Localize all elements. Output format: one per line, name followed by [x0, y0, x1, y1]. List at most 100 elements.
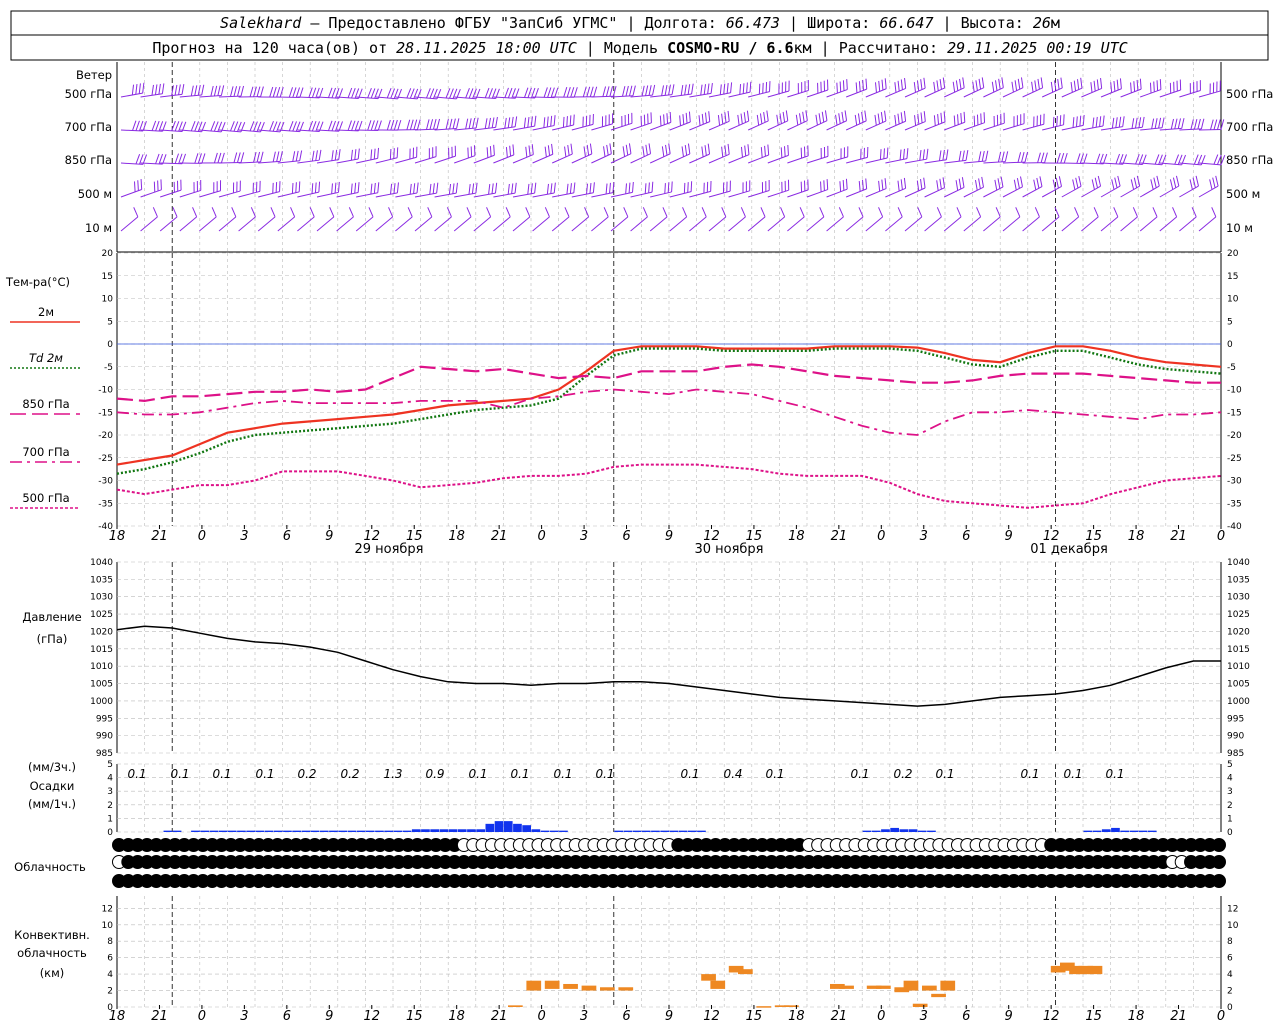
wind-barb-feather	[570, 87, 575, 98]
wind-barb-feather	[688, 111, 691, 123]
wind-barb-feather	[1031, 81, 1034, 93]
wind-barb-feather	[582, 116, 584, 128]
temp-lines	[116, 345, 1222, 509]
wind-barb-feather	[275, 182, 278, 193]
hour-label: 15	[746, 529, 763, 544]
wind-barb	[748, 180, 770, 198]
wind-barb-feather	[1195, 175, 1199, 187]
header-line-1: Salekhard – Предоставлено ФГБУ "ЗапСиб У…	[220, 14, 1060, 32]
wind-barb-feather	[1040, 77, 1044, 88]
wind-barb-feather	[651, 181, 654, 193]
wind-barb-shaft	[414, 192, 437, 198]
wind-barb-shaft	[238, 216, 256, 232]
wind-barb-feather	[956, 207, 962, 218]
wind-barb	[160, 153, 187, 165]
wind-barb-shaft	[885, 87, 906, 98]
precip-bar	[1111, 827, 1120, 832]
wind-barb-feather	[1210, 119, 1214, 130]
forecast-start: 28.11.2025 18:00 UTC	[396, 39, 577, 57]
wind-barb-shaft	[1120, 185, 1140, 198]
wind-barb-shaft	[1061, 87, 1083, 98]
wind-barb-feather	[174, 153, 180, 164]
wind-barb-shaft	[336, 129, 359, 132]
conv-tick-right: 8	[1227, 937, 1233, 947]
wind-barb-feather	[700, 84, 703, 96]
wind-barb-feather	[193, 182, 195, 193]
wind-barb	[336, 207, 354, 232]
wind-barb	[434, 145, 457, 164]
wind-barb-feather	[937, 114, 940, 125]
wind-barb-feather	[884, 78, 887, 89]
cloud-symbols	[112, 838, 1226, 888]
wind-barb-shaft	[650, 191, 672, 198]
wind-barb	[669, 181, 693, 198]
wind-barb-shaft	[630, 153, 651, 164]
wind-barb	[1081, 78, 1103, 98]
wind-barb-shaft	[238, 190, 260, 198]
alt-value: 26	[1033, 14, 1051, 32]
wind-barb-shaft	[140, 189, 162, 198]
wind-barb-shaft	[669, 93, 692, 98]
wind-barb-feather	[350, 183, 353, 195]
precip-bar	[513, 823, 522, 832]
hour-label: 18	[448, 529, 465, 544]
temp-tick-left: -10	[98, 386, 113, 396]
wind-barb-feather	[855, 82, 858, 93]
wind-barb-feather	[192, 207, 198, 218]
wind-barb-feather	[612, 182, 615, 193]
wind-barb-feather	[543, 87, 548, 98]
conv-bar	[912, 1003, 928, 1007]
wind-barb-shaft	[846, 188, 867, 198]
wind-barb-feather	[139, 120, 144, 132]
precip-bar	[347, 830, 357, 832]
wind-barb	[983, 77, 1004, 98]
wind-barb-shaft	[708, 216, 727, 232]
wind-barb-shaft	[904, 158, 927, 164]
precip-bar	[255, 830, 265, 832]
wind-barb-feather	[648, 85, 652, 96]
wind-barb	[1179, 175, 1199, 198]
wind-barb-feather	[973, 115, 976, 127]
wind-barb	[885, 207, 903, 232]
wind-barb-shaft	[473, 216, 491, 232]
wind-barb-feather	[197, 84, 201, 96]
precip-label: 0.1	[1020, 767, 1039, 781]
wind-barb-feather	[739, 84, 742, 95]
wind-barb-feather	[475, 182, 478, 194]
wind-barb-shaft	[199, 129, 222, 133]
wind-barb	[140, 179, 162, 198]
wind-barb-feather	[465, 87, 470, 99]
wind-barb-feather	[795, 114, 799, 126]
precip-label: 0.1	[468, 767, 487, 781]
wind-barb-feather	[157, 180, 159, 191]
wind-barb	[571, 113, 594, 131]
wind-barb-feather	[220, 85, 225, 96]
wind-barb-feather	[726, 83, 729, 94]
wind-barb	[120, 179, 143, 198]
wind-barb	[571, 143, 593, 164]
wind-barb-shaft	[1159, 127, 1182, 131]
wind-barb-feather	[609, 143, 612, 154]
wind-barb-feather	[993, 115, 995, 127]
hour-label: 0	[198, 1009, 206, 1024]
wind-barb	[336, 120, 363, 132]
wind-barb	[591, 182, 615, 198]
wind-barb-feather	[847, 146, 849, 157]
wind-barb-feather	[465, 118, 469, 130]
wind-barb-feather	[1135, 154, 1140, 165]
temp-tick-left: 5	[107, 317, 113, 327]
wind-barb-feather	[586, 144, 590, 156]
precip-bar	[678, 830, 688, 832]
wind-barb-feather	[823, 180, 825, 191]
wind-barb	[571, 86, 598, 98]
wind-barb-feather	[566, 87, 571, 98]
wind-barb-feather	[1114, 177, 1118, 188]
wind-barb-feather	[544, 146, 547, 158]
wind-barb-shaft	[963, 87, 984, 98]
wind-barb-feather	[1076, 79, 1080, 90]
wind-barb-feather	[270, 207, 276, 218]
wind-barb	[669, 143, 691, 164]
hour-label: 0	[537, 529, 545, 544]
wind-barb-feather	[1097, 175, 1102, 187]
wind-barb-feather	[236, 181, 238, 193]
